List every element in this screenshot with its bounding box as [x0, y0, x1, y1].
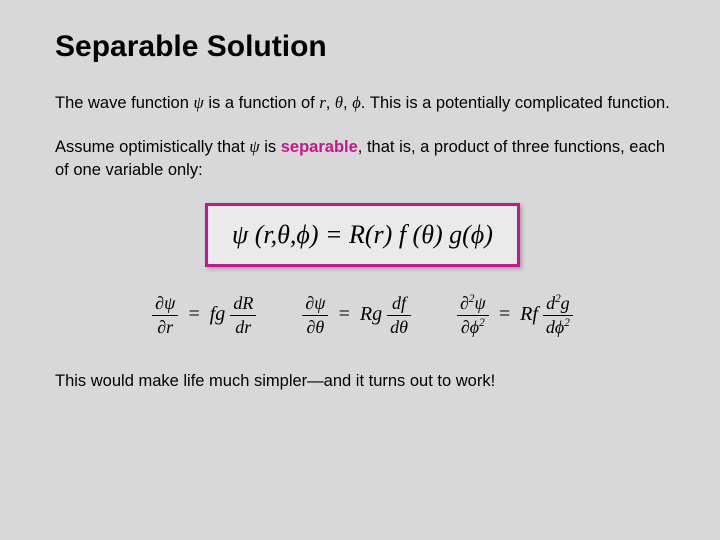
d3-rhs-den: dϕ2: [543, 316, 573, 338]
para2-text-b: is: [260, 138, 281, 156]
var-phi: ϕ: [352, 93, 361, 112]
d2-rhs-num: df: [387, 293, 411, 316]
d1-rhs-a: fg: [210, 303, 226, 325]
para1-text-b: is a function of: [204, 94, 320, 112]
d3-num-a: ∂: [460, 293, 469, 313]
slide-title: Separable Solution: [55, 30, 670, 64]
d3-rhs-den-a: dϕ: [546, 317, 564, 337]
d3-num-b: ψ: [474, 293, 485, 313]
d3-rhs-a: Rf: [520, 303, 538, 325]
d3-den-sup: 2: [479, 317, 485, 329]
d2-rhs-den: dθ: [387, 316, 411, 338]
deriv1-lhs: ∂ψ ∂r: [152, 293, 178, 338]
deriv1-rhs-frac: dR dr: [230, 293, 256, 338]
d3-rhs-num-b: g: [561, 293, 570, 313]
deriv2-lhs: ∂ψ ∂θ: [302, 293, 328, 338]
d2-den: ∂θ: [302, 316, 328, 338]
deriv3-rhs-frac: d2g dϕ2: [543, 293, 573, 338]
d1-den: ∂r: [152, 316, 178, 338]
d3-den-a: ∂ϕ: [461, 317, 479, 337]
paragraph-1: The wave function ψ is a function of r, …: [55, 92, 670, 114]
deriv-1: ∂ψ ∂r = fg dR dr: [152, 293, 256, 338]
comma1: ,: [326, 94, 335, 112]
eq-sign-3: =: [494, 303, 516, 325]
separable-word: separable: [281, 138, 358, 156]
eq-sign-2: =: [333, 303, 355, 325]
deriv-3: ∂2ψ ∂ϕ2 = Rf d2g dϕ2: [457, 293, 573, 338]
comma2: ,: [343, 94, 352, 112]
var-theta: θ: [335, 93, 343, 112]
equation-box-row: ψ (r,θ,ϕ) = R(r) f (θ) g(ϕ): [55, 203, 670, 267]
slide-content: Separable Solution The wave function ψ i…: [0, 0, 720, 434]
d1-rhs-num: dR: [230, 293, 256, 316]
d2-rhs-a: Rg: [360, 303, 382, 325]
para1-text-a: The wave function: [55, 94, 194, 112]
d3-num: ∂2ψ: [457, 293, 489, 316]
derivatives-row: ∂ψ ∂r = fg dR dr ∂ψ ∂θ = Rg df dθ: [55, 293, 670, 338]
d1-num: ∂ψ: [152, 293, 178, 316]
psi-symbol-2: ψ: [249, 137, 259, 156]
d3-rhs-den-sup: 2: [564, 317, 570, 329]
para1-text-c: . This is a potentially complicated func…: [361, 94, 670, 112]
d3-rhs-num: d2g: [543, 293, 573, 316]
para2-text-a: Assume optimistically that: [55, 138, 249, 156]
equation-box: ψ (r,θ,ϕ) = R(r) f (θ) g(ϕ): [205, 203, 520, 267]
d3-rhs-num-a: d: [546, 293, 555, 313]
d2-num: ∂ψ: [302, 293, 328, 316]
main-equation: ψ (r,θ,ϕ) = R(r) f (θ) g(ϕ): [232, 220, 493, 250]
paragraph-2: Assume optimistically that ψ is separabl…: [55, 136, 670, 181]
d3-den: ∂ϕ2: [457, 316, 489, 338]
psi-symbol: ψ: [194, 93, 204, 112]
eq-sign-1: =: [183, 303, 205, 325]
paragraph-3: This would make life much simpler—and it…: [55, 370, 670, 392]
deriv2-rhs-frac: df dθ: [387, 293, 411, 338]
deriv3-lhs: ∂2ψ ∂ϕ2: [457, 293, 489, 338]
d1-rhs-den: dr: [230, 316, 256, 338]
deriv-2: ∂ψ ∂θ = Rg df dθ: [302, 293, 411, 338]
